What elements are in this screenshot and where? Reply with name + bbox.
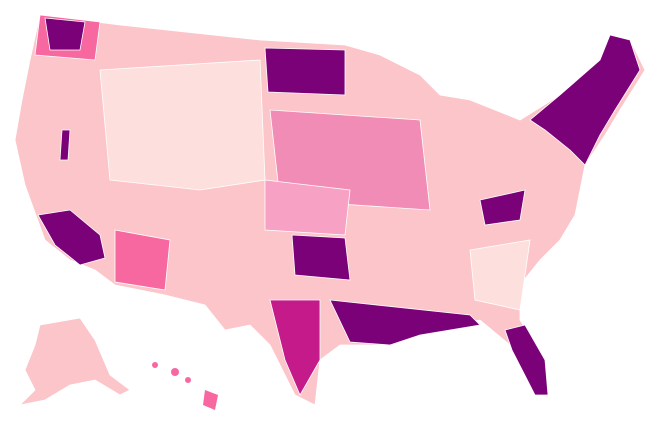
region-dark-northeast: [529, 34, 641, 166]
region-light-west: [99, 59, 266, 191]
contiguous-us: [14, 14, 646, 406]
hawaii: [152, 362, 218, 410]
region-dark-kentucky: [479, 189, 526, 226]
region-light-southeast: [469, 239, 531, 311]
region-dark-gulf: [329, 299, 481, 346]
region-dark-northwest: [44, 17, 86, 51]
region-dark-north-dakota: [264, 47, 346, 96]
region-mid-texas: [269, 299, 321, 396]
hawaii-island: [203, 390, 218, 410]
region-dark-nevada-strip: [59, 129, 71, 161]
region-mid-southwest: [114, 229, 171, 291]
region-dark-oklahoma: [291, 234, 351, 281]
region-dark-florida: [504, 324, 549, 396]
alaska: [18, 317, 131, 406]
hawaii-island: [152, 362, 158, 368]
hawaii-island: [171, 368, 179, 376]
region-mid-plains: [264, 179, 351, 236]
hawaii-island: [185, 377, 191, 383]
region-dark-california: [37, 209, 106, 266]
alaska-shape: [18, 317, 131, 406]
